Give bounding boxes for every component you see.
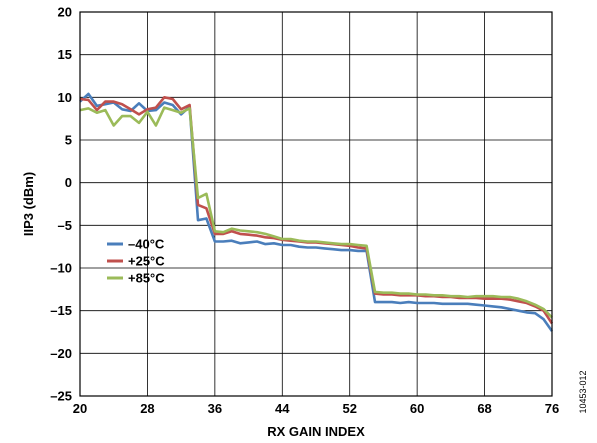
x-axis-title: RX GAIN INDEX bbox=[267, 424, 365, 439]
series-line bbox=[79, 106, 553, 319]
x-tick-labels: 20 28 36 44 52 60 68 76 bbox=[73, 401, 559, 416]
x-tick-label: 44 bbox=[275, 401, 290, 416]
x-tick-label: 36 bbox=[208, 401, 222, 416]
series-line bbox=[79, 92, 554, 332]
y-tick-label: –10 bbox=[50, 261, 72, 276]
y-tick-label: 10 bbox=[58, 90, 72, 105]
y-tick-label: –25 bbox=[50, 389, 72, 404]
y-axis-title: IIP3 (dBm) bbox=[21, 172, 36, 236]
y-tick-label: 20 bbox=[58, 5, 72, 20]
legend: –40°C +25°C +85°C bbox=[107, 237, 165, 286]
legend-label: +85°C bbox=[128, 271, 165, 286]
y-tick-label: 0 bbox=[65, 175, 72, 190]
y-tick-label: 5 bbox=[65, 133, 72, 148]
x-tick-label: 52 bbox=[342, 401, 356, 416]
x-tick-label: 60 bbox=[410, 401, 424, 416]
series-layer bbox=[79, 92, 554, 332]
series-line bbox=[79, 96, 554, 325]
y-tick-label: 15 bbox=[58, 47, 72, 62]
y-tick-label: –15 bbox=[50, 303, 72, 318]
grid bbox=[80, 12, 552, 396]
x-tick-label: 68 bbox=[477, 401, 491, 416]
x-tick-label: 20 bbox=[73, 401, 87, 416]
y-tick-label: –5 bbox=[58, 218, 72, 233]
x-tick-label: 76 bbox=[545, 401, 559, 416]
x-tick-label: 28 bbox=[140, 401, 154, 416]
figure-id: 10453-012 bbox=[578, 370, 588, 413]
y-tick-labels: 20 15 10 5 0 –5 –10 –15 –20 –25 bbox=[50, 5, 72, 404]
y-tick-label: –20 bbox=[50, 346, 72, 361]
legend-label: +25°C bbox=[128, 254, 165, 269]
legend-label: –40°C bbox=[128, 237, 165, 252]
plot-frame bbox=[79, 11, 553, 397]
